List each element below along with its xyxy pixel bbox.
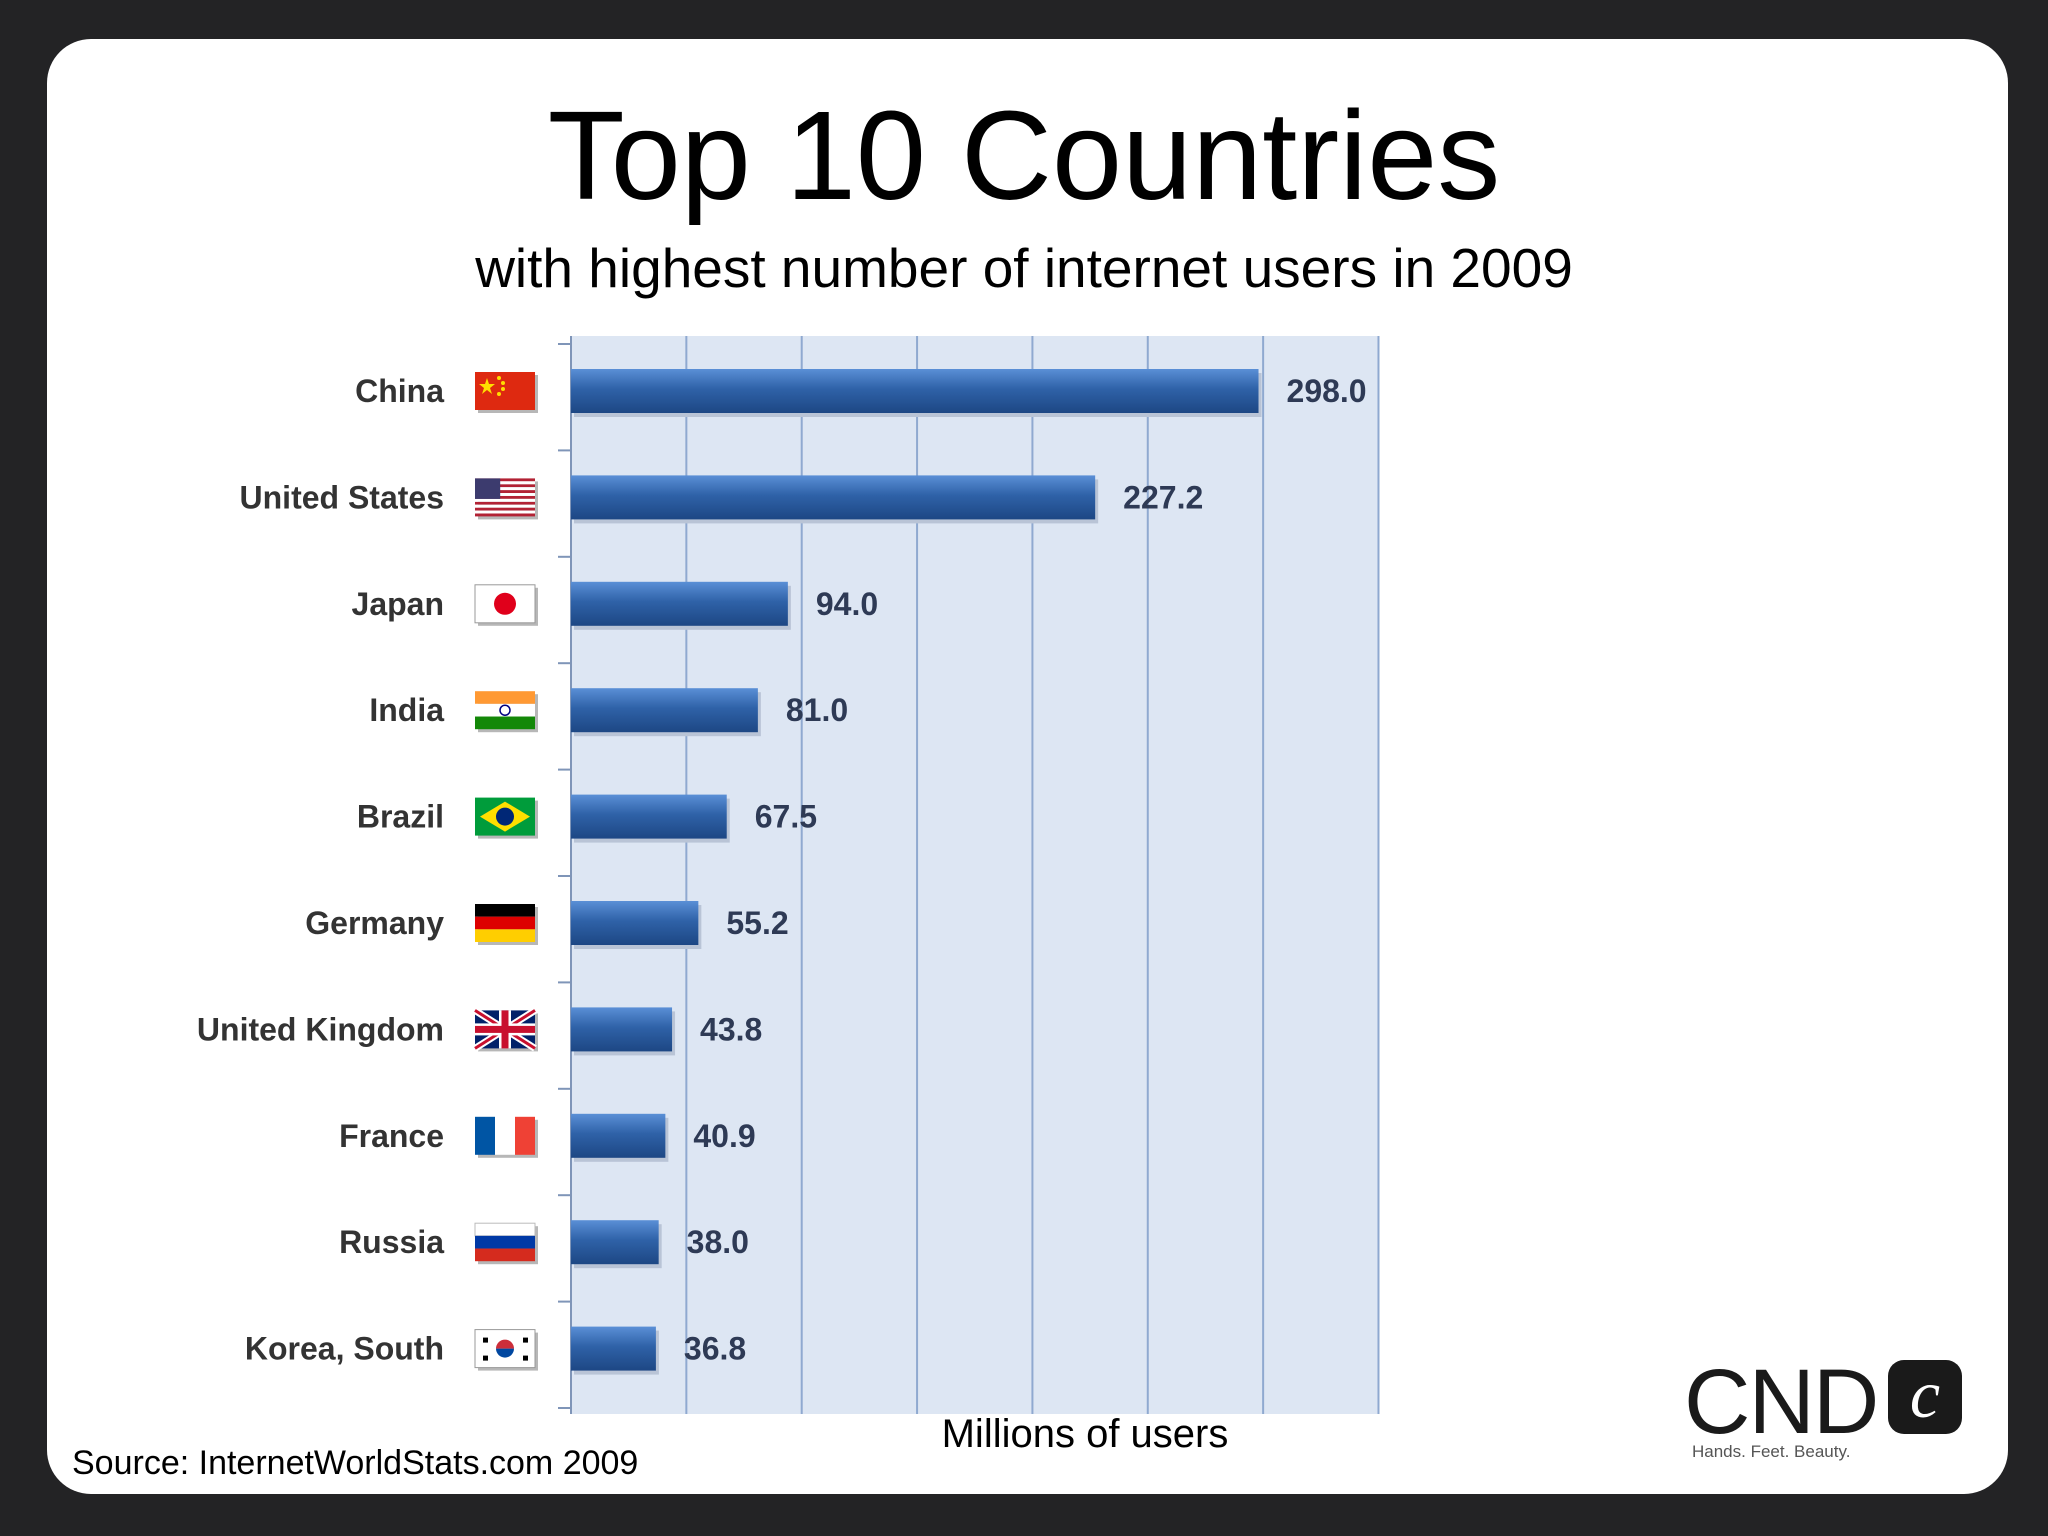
france-flag-icon [475,1116,538,1158]
chart-title: Top 10 Countries [547,85,1501,226]
russia-flag-icon [474,1222,538,1265]
flag-globe [496,807,514,826]
value-label: 43.8 [700,1011,762,1047]
bar-france [571,1113,666,1158]
value-label: 55.2 [726,905,788,941]
bar-india [571,688,758,733]
bar-china [571,369,1259,413]
flag-band [475,904,535,917]
flag-stripe [475,504,535,508]
value-label: 81.0 [786,692,848,728]
bar-united-states [571,475,1096,520]
cnd-logo: CND c Hands. Feet. Beauty. [1684,1352,1974,1462]
flag-trigram [523,1337,528,1343]
chart-subtitle: with highest number of internet users in… [475,237,1573,299]
flag-stripe [475,507,535,511]
flag-stripe [475,481,535,485]
category-label: China [355,373,444,409]
flag-cross-red [475,1025,535,1033]
value-label: 38.0 [687,1224,749,1260]
category-label: France [339,1118,444,1154]
logo-mark: c [1888,1356,1962,1434]
x-axis-label: Millions of users [941,1412,1229,1456]
united-states-flag-icon [475,478,538,520]
germany-flag-icon [475,904,538,945]
value-label: 298.0 [1287,373,1367,409]
flag-band [475,916,535,930]
india-flag-icon [475,691,538,733]
source-note: Source: InternetWorldStats.com 2009 [72,1444,639,1482]
value-label: 40.9 [693,1118,755,1154]
bar-brazil [571,794,727,839]
category-label: United States [240,479,444,515]
category-label: Germany [305,905,444,941]
flag-band [475,1235,535,1249]
flag-band [475,703,535,717]
flag-band [475,1248,535,1262]
flag-band [495,1116,515,1155]
flag-taeguk-blue [496,1348,514,1358]
category-label: Russia [339,1224,444,1260]
japan-flag-icon [474,584,538,626]
category-label: India [369,692,444,728]
flag-trigram [483,1337,488,1343]
flag-small-star [501,381,505,385]
value-label: 67.5 [755,799,817,835]
flag-stripe [475,498,535,502]
bar-germany [571,901,699,945]
flag-trigram [483,1355,488,1361]
category-label: United Kingdom [197,1011,444,1047]
flag-stripe [475,490,535,494]
flag-band [475,1116,495,1155]
flag-small-star [497,376,501,380]
flag-band [515,1116,535,1155]
bar-united-kingdom [571,1007,673,1052]
flag-stripe [475,513,535,517]
flag-taeguk-red [496,1339,514,1349]
category-label: Japan [352,586,444,622]
flag-wheel [499,704,511,716]
flag-small-star [497,392,501,396]
value-label: 94.0 [816,586,878,622]
bar-korea-south [571,1326,656,1371]
logo-tagline: Hands. Feet. Beauty. [1692,1442,1851,1461]
flag-star [479,378,495,394]
flag-stripe [475,493,535,496]
brazil-flag-icon [475,797,538,839]
china-flag-icon [475,372,538,413]
flag-band [475,716,535,730]
flag-band [475,929,535,942]
flag-small-star [501,387,505,391]
flag-stripe [475,484,535,488]
flag-band [475,691,535,704]
flag-stripe [475,501,535,505]
flag-trigram [523,1355,528,1361]
logo-mark-glyph: c [1909,1356,1941,1432]
flag-disc [494,592,516,615]
united-kingdom-flag-icon [473,1007,538,1052]
bar-japan [571,581,788,626]
category-label: Brazil [357,799,444,835]
value-label: 36.8 [684,1331,746,1367]
flag-stripe [475,495,535,499]
bar-russia [571,1220,659,1265]
flag-stripe [475,478,535,482]
korea-south-flag-icon [474,1329,538,1371]
category-label: Korea, South [245,1331,444,1367]
value-label: 227.2 [1123,479,1203,515]
flag-stripe [475,487,535,491]
flag-stripe [475,510,535,514]
flag-band [474,1222,536,1237]
flag-canton [475,478,501,499]
logo-text: CND [1684,1351,1879,1453]
